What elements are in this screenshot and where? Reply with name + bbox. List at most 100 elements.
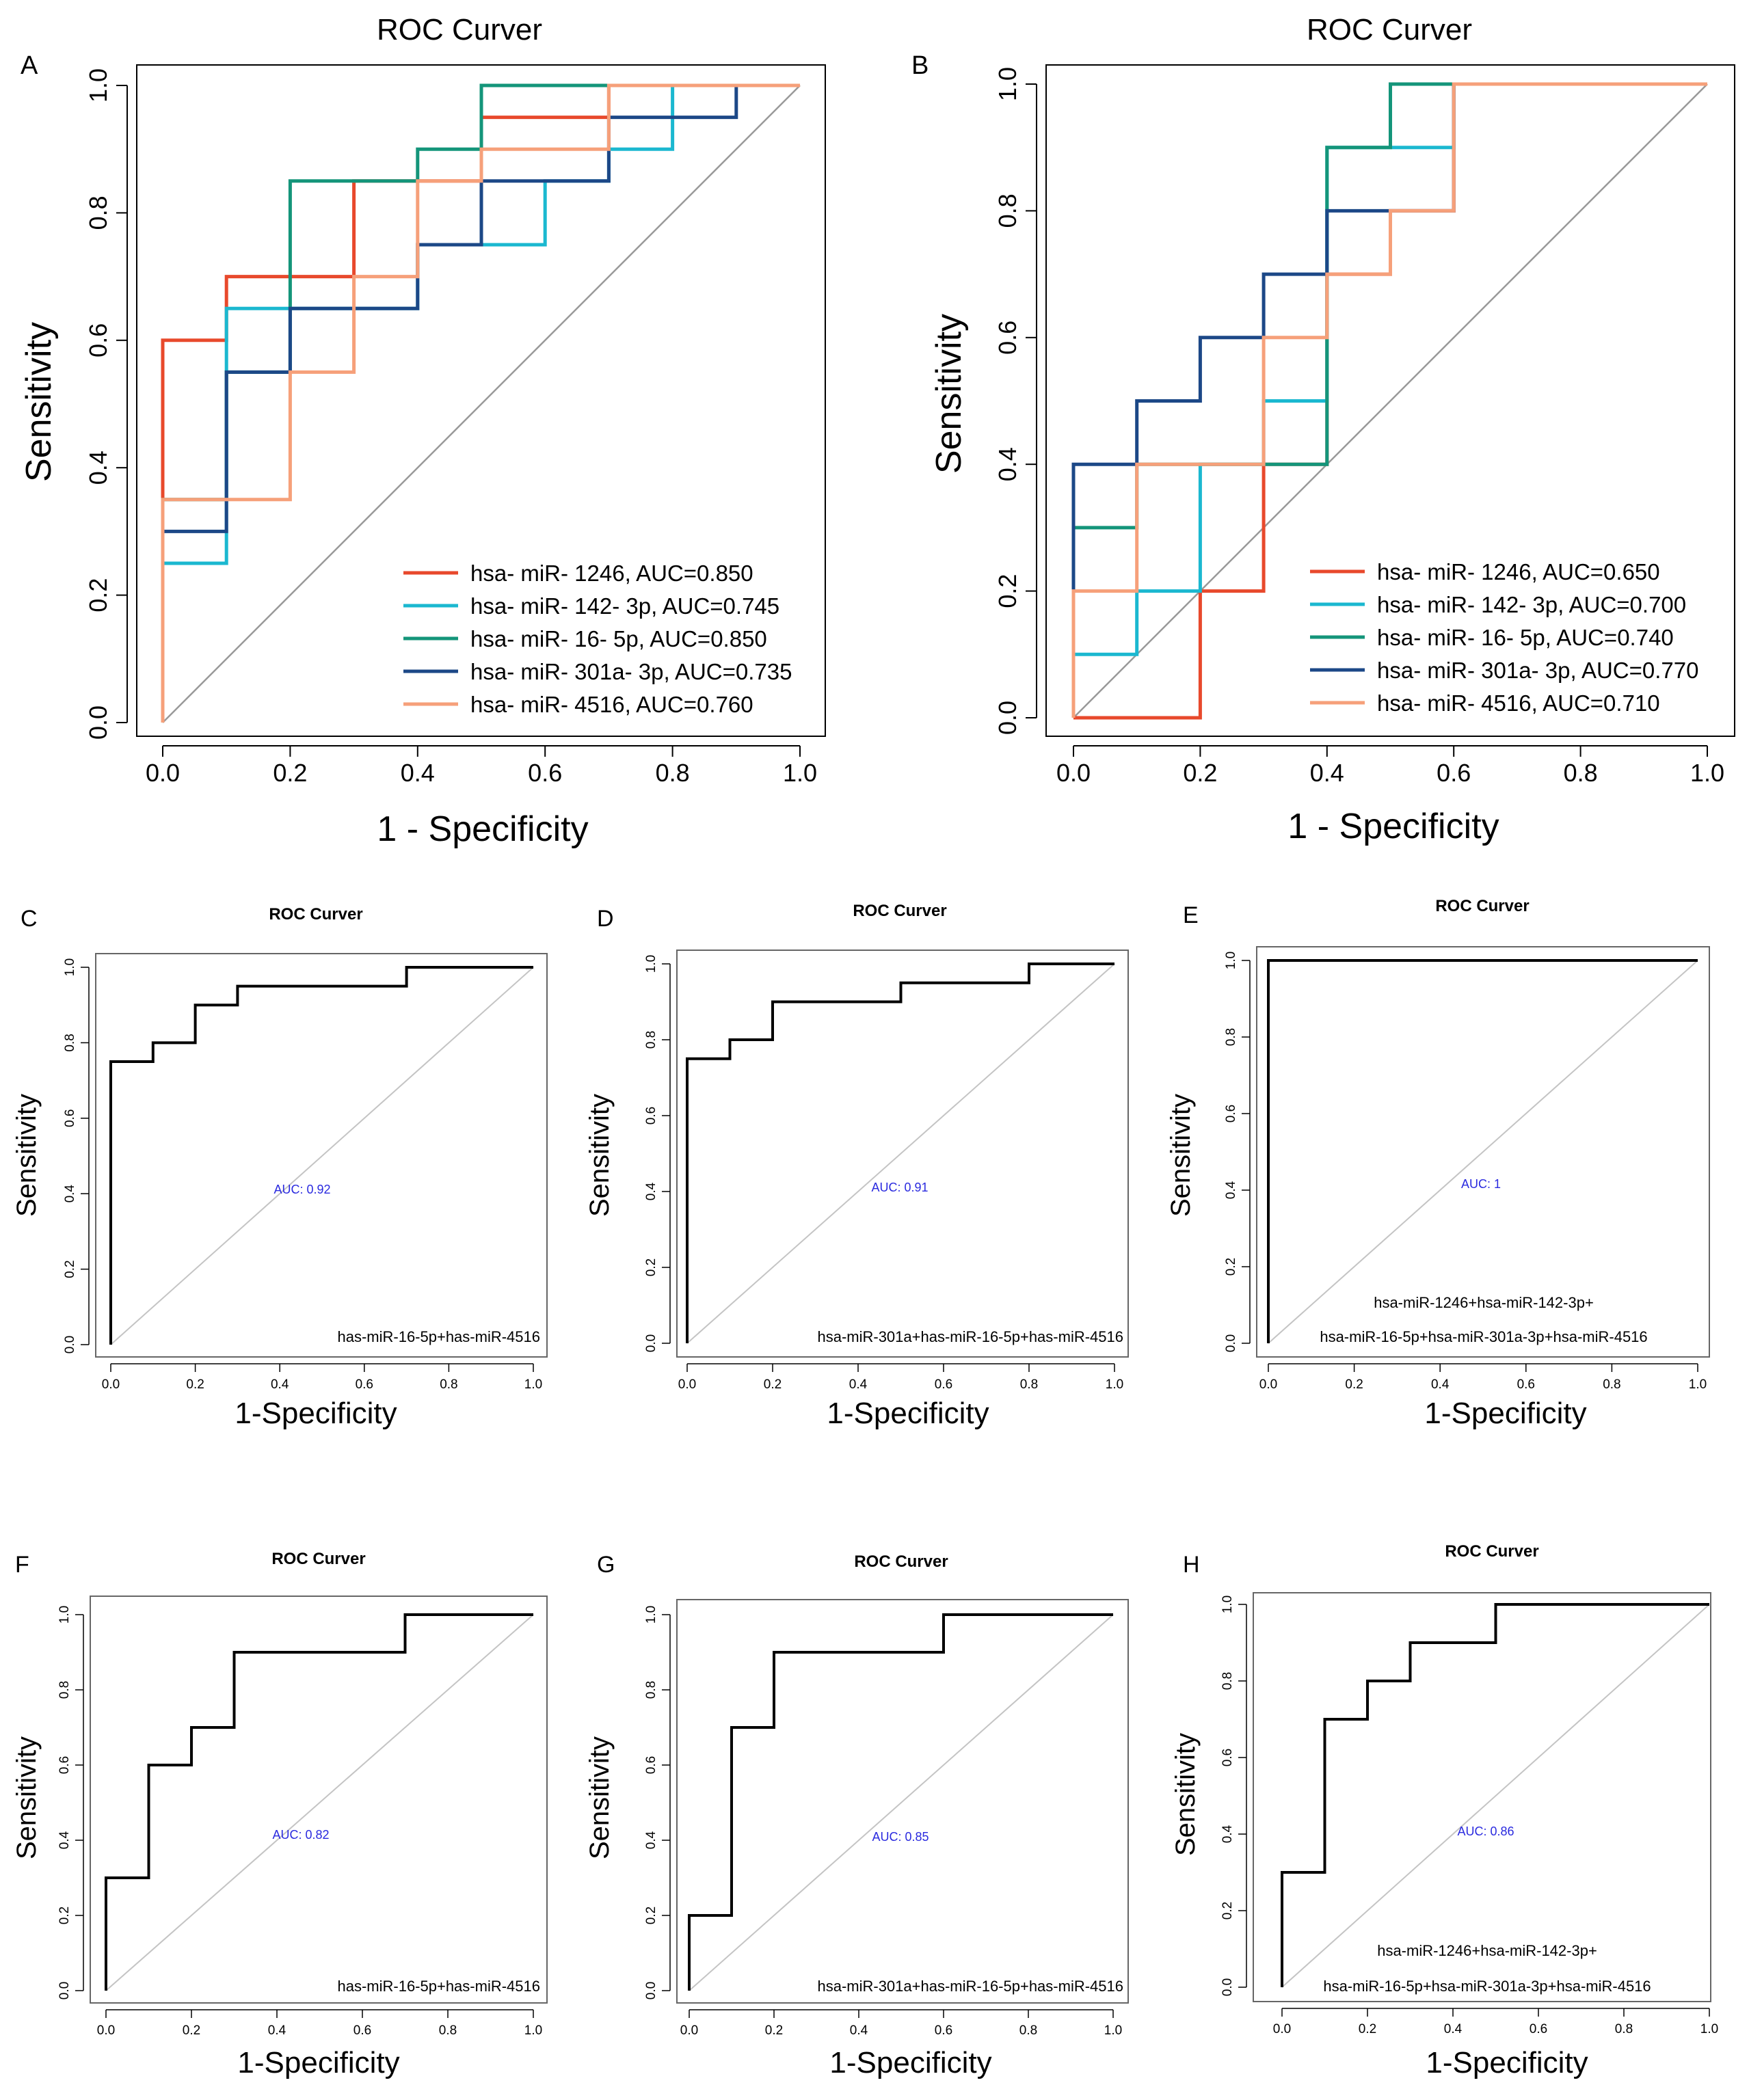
x-tick-label: 0.4 (1444, 2022, 1463, 2036)
x-tick-label: 0.8 (1020, 1377, 1038, 1392)
x-tick-label: 0.2 (765, 2023, 783, 2038)
x-tick-label: 0.8 (1615, 2022, 1633, 2036)
auc-label: AUC: 1 (1461, 1177, 1501, 1191)
combination-label: hsa-miR-301a+has-miR-16-5p+has-miR-4516 (817, 1328, 1123, 1345)
plot-frame (136, 64, 826, 737)
y-tick-label: 0.2 (644, 1258, 658, 1276)
x-axis-label: 1 - Specificity (377, 809, 588, 849)
x-tick-label: 0.8 (656, 759, 690, 787)
chart-title: ROC Curver (854, 1552, 948, 1571)
y-tick-label: 0.6 (644, 1107, 658, 1125)
diagonal-reference-line (1281, 1604, 1710, 1988)
x-tick-label: 0.8 (439, 2023, 457, 2038)
y-tick-label: 0.4 (1220, 1825, 1235, 1843)
x-tick-label: 0.0 (102, 1377, 120, 1392)
x-tick-label: 0.2 (273, 759, 307, 787)
x-tick-label: 0.6 (935, 1377, 952, 1392)
y-tick-label: 0.0 (993, 701, 1022, 735)
legend-label: hsa- miR- 142- 3p, AUC=0.700 (1377, 592, 1686, 617)
x-tick-label: 0.6 (528, 759, 562, 787)
y-tick-label: 0.2 (84, 578, 112, 612)
y-axis-label: Sensitivity (585, 1094, 615, 1217)
panel-g: G ROC Curver 0.0 0.0 0.2 0.2 0.4 0.4 0.6 0.6 0.8 0.… (585, 1552, 1129, 2079)
legend-label: hsa- miR- 4516, AUC=0.710 (1377, 690, 1660, 716)
x-axis-label: 1 - Specificity (1287, 807, 1499, 846)
y-axis-label: Sensitivity (1166, 1094, 1196, 1217)
y-tick-label: 0.4 (1224, 1181, 1238, 1199)
x-tick-label: 1.0 (1106, 1377, 1123, 1392)
x-tick-label: 0.0 (97, 2023, 115, 2038)
y-axis-label: Sensitivity (12, 1736, 42, 1859)
diagonal-reference-line (110, 967, 534, 1345)
x-tick-label: 0.0 (1273, 2022, 1291, 2036)
y-tick-label: 0.8 (644, 1681, 658, 1699)
y-tick-label: 0.2 (1224, 1258, 1238, 1276)
y-tick-label: 0.8 (993, 193, 1022, 228)
y-tick-label: 1.0 (84, 68, 112, 103)
panel-letter: A (21, 51, 38, 80)
y-tick-label: 0.0 (63, 1336, 77, 1354)
y-tick-label: 0.0 (57, 1982, 72, 2000)
y-tick-label: 0.2 (1220, 1902, 1235, 1920)
x-tick-label: 0.8 (440, 1377, 457, 1392)
y-axis-label: Sensitivity (19, 322, 59, 482)
x-tick-label: 0.4 (271, 1377, 289, 1392)
x-tick-label: 0.4 (268, 2023, 286, 2038)
x-tick-label: 1.0 (1689, 1377, 1707, 1392)
auc-label: AUC: 0.91 (871, 1181, 928, 1194)
legend-label: hsa- miR- 16- 5p, AUC=0.740 (1377, 625, 1674, 650)
combination-label-line2: hsa-miR-16-5p+hsa-miR-301a-3p+hsa-miR-45… (1323, 1978, 1651, 1995)
panel-letter: C (21, 906, 38, 932)
y-tick-label: 0.0 (84, 705, 112, 740)
x-tick-label: 1.0 (524, 2023, 542, 2038)
x-tick-label: 1.0 (524, 1377, 542, 1392)
auc-label: AUC: 0.85 (872, 1830, 929, 1844)
x-tick-label: 0.6 (356, 1377, 373, 1392)
y-tick-label: 0.0 (644, 1334, 658, 1352)
x-tick-label: 0.2 (183, 2023, 200, 2038)
y-axis-label: Sensitivity (585, 1736, 615, 1859)
y-tick-label: 0.2 (63, 1260, 77, 1278)
panel-letter: D (597, 906, 614, 932)
y-tick-label: 0.8 (57, 1681, 72, 1699)
legend-label: hsa- miR- 4516, AUC=0.760 (470, 692, 753, 717)
diagonal-reference-line (105, 1614, 534, 1991)
roc-curve-single (105, 1613, 533, 1991)
y-tick-label: 0.4 (644, 1831, 658, 1849)
x-tick-label: 0.6 (1517, 1377, 1535, 1392)
auc-label: AUC: 0.92 (273, 1183, 330, 1196)
y-axis-label: Sensitivity (12, 1094, 42, 1217)
plot-frame (676, 1599, 1129, 2004)
y-tick-label: 0.4 (57, 1831, 72, 1849)
legend-label: hsa- miR- 16- 5p, AUC=0.850 (470, 626, 767, 651)
y-tick-label: 0.0 (1224, 1334, 1238, 1352)
legend-label: hsa- miR- 301a- 3p, AUC=0.735 (470, 659, 792, 684)
panel-f: F ROC Curver 0.0 0.0 0.2 0.2 0.4 0.4 0.6 0.6 0.8 0.… (12, 1550, 548, 2079)
panel-letter: G (597, 1552, 615, 1578)
y-tick-label: 1.0 (644, 955, 658, 973)
diagonal-reference-line (686, 963, 1115, 1344)
x-tick-label: 0.6 (1437, 759, 1471, 787)
panel-h: H ROC Curver 0.0 0.0 0.2 0.2 0.4 0.4 0.6 0.6 0.8 0.… (1171, 1542, 1718, 2079)
legend-label: hsa- miR- 142- 3p, AUC=0.745 (470, 593, 779, 619)
plot-frame (1045, 64, 1735, 737)
roc-curve-single (109, 966, 533, 1345)
roc-curve-hsa-mir-4516 (1071, 82, 1707, 718)
x-tick-label: 0.0 (1259, 1377, 1277, 1392)
diagonal-reference-line (1268, 960, 1698, 1344)
diagonal-reference-line (162, 85, 801, 723)
x-tick-label: 0.0 (1056, 759, 1091, 787)
plot-frame (90, 1596, 548, 2004)
roc-curve-hsa-mir-142-3p (161, 83, 800, 723)
y-tick-label: 0.8 (1220, 1672, 1235, 1690)
roc-curve-single (1281, 1603, 1709, 1987)
chart-title: ROC Curver (271, 1550, 365, 1568)
panel-letter: F (15, 1552, 29, 1578)
combination-label: has-miR-16-5p+has-miR-4516 (337, 1978, 540, 1995)
x-tick-label: 0.6 (1530, 2022, 1547, 2036)
roc-curve-single (688, 1613, 1113, 1991)
x-tick-label: 0.8 (1564, 759, 1598, 787)
panel-c: C ROC Curver 0.0 0.0 0.2 0.2 0.4 0.4 0.6 0.6 0.8 0.… (12, 905, 548, 1430)
y-tick-label: 0.6 (63, 1109, 77, 1127)
x-axis-label: 1-Specificity (829, 2046, 991, 2079)
